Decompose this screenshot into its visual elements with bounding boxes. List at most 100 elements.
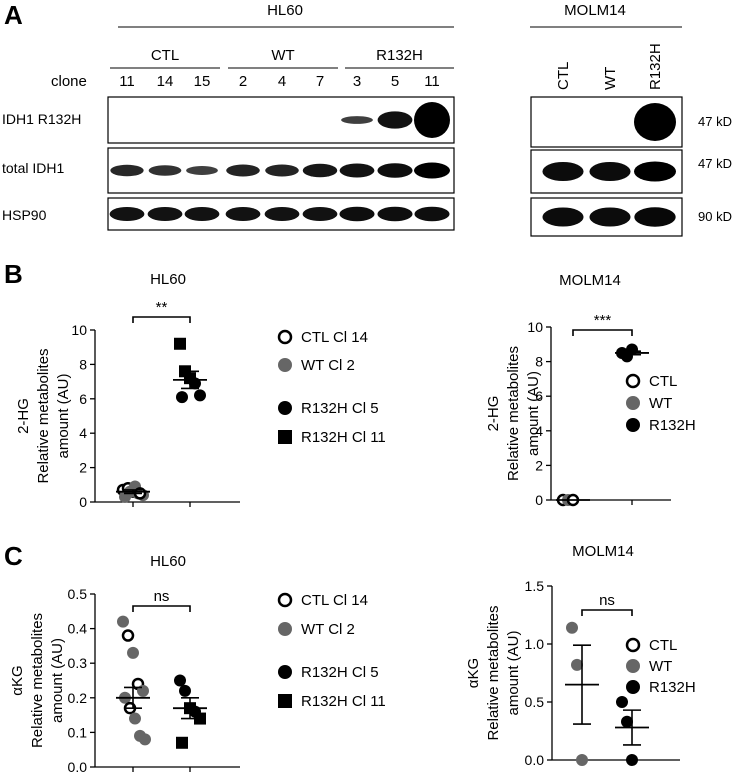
clone-number: 2 (239, 73, 247, 90)
data-point-filled (278, 665, 292, 679)
molm14-blot-title: MOLM14 (564, 2, 626, 19)
data-point-open (625, 637, 641, 653)
molm14-band (542, 161, 584, 182)
western-blot: HL60 MOLM14 CTL WT R132H clone 11 14 15 2 4 7 3 5 11 ID… (2, 2, 732, 237)
legend-label: R132H (649, 417, 696, 434)
clone-number: 5 (391, 73, 399, 90)
significance-bracket (132, 316, 191, 323)
hl60-band (341, 116, 373, 124)
y-tick-label: 0.4 (68, 621, 88, 637)
y-axis-label: 2-HG (15, 398, 32, 434)
data-point-gray (117, 615, 129, 628)
hl60-band (226, 164, 260, 177)
y-tick-label: 0 (535, 492, 543, 508)
chart-2hg-molm14: MOLM14 2-HG Relative metabolites amount (AU… (485, 272, 696, 508)
chart-2hg-hl60: HL60 2-HG Relative metabolites amount (AU) 0… (15, 271, 386, 510)
hl60-band (302, 207, 338, 221)
legend-label: CTL (649, 637, 677, 654)
hl60-band (184, 207, 220, 221)
data-point-filled (626, 418, 640, 432)
data-point-gray (127, 646, 139, 659)
hl60-band (265, 164, 299, 177)
molm14-band (542, 207, 584, 227)
data-point-gray (571, 658, 583, 671)
y-tick-label: 0.5 (68, 586, 88, 602)
panel-letter-b: B (4, 259, 23, 289)
legend-label: R132H (649, 679, 696, 696)
data-point-filled (174, 674, 186, 687)
data-point-square (278, 694, 292, 708)
molm14-lane-label: WT (602, 67, 619, 90)
molm14-lane-label: R132H (647, 43, 664, 90)
data-point-gray (626, 659, 640, 673)
data-point-gray (278, 358, 292, 372)
y-tick-label: 1.0 (525, 636, 545, 652)
molm14-band (634, 207, 676, 227)
y-axis-label: amount (AU) (55, 373, 72, 458)
clone-number: 14 (157, 73, 174, 90)
hl60-band (414, 162, 450, 179)
hl60-band (148, 165, 182, 176)
hl60-group-label: CTL (151, 47, 179, 64)
hl60-group-label: WT (271, 47, 294, 64)
hl60-band (339, 206, 375, 222)
legend-label: R132H Cl 5 (301, 400, 379, 417)
hl60-band (302, 163, 338, 178)
panel-letter-a: A (4, 0, 23, 30)
legend-label: WT (649, 658, 672, 675)
data-point-gray (129, 712, 141, 725)
y-tick-label: 0.0 (525, 752, 545, 768)
clone-number: 11 (119, 73, 135, 90)
kd-label: 47 kD (698, 156, 732, 171)
clone-number: 11 (424, 73, 440, 90)
y-tick-label: 8 (79, 356, 87, 372)
y-tick-label: 2 (535, 457, 543, 473)
hl60-band (147, 207, 183, 221)
data-point-filled (194, 389, 206, 402)
blot-row-label: IDH1 R132H (2, 111, 81, 127)
y-axis-label: αKG (9, 665, 26, 695)
legend-label: R132H Cl 11 (301, 693, 386, 710)
data-point-open (625, 373, 641, 389)
y-tick-label: 4 (79, 425, 87, 441)
significance-bracket (581, 609, 633, 616)
molm14-band (634, 161, 676, 182)
y-tick-label: 0.5 (525, 694, 545, 710)
y-tick-label: 10 (527, 319, 543, 335)
y-axis-label: αKG (465, 658, 482, 688)
hl60-band (339, 163, 375, 178)
chart-title: HL60 (150, 271, 186, 288)
hl60-band (414, 102, 450, 138)
hl60-band (414, 206, 450, 222)
clone-number: 3 (353, 73, 361, 90)
clone-label: clone (51, 73, 87, 90)
y-axis-label: Relative metabolites (505, 346, 522, 481)
clone-number: 7 (316, 73, 324, 90)
data-point-filled (278, 401, 292, 415)
data-point-gray (278, 622, 292, 636)
legend-label: WT Cl 2 (301, 357, 355, 374)
data-point-square (278, 430, 292, 444)
hl60-band (264, 207, 300, 221)
chart-title: MOLM14 (559, 272, 621, 289)
y-tick-label: 6 (79, 391, 87, 407)
panel-letter-c: C (4, 541, 23, 571)
y-tick-label: 0 (79, 494, 87, 510)
data-point-gray (139, 733, 151, 746)
significance-bracket (572, 329, 633, 336)
y-tick-label: 8 (535, 354, 543, 370)
legend-label: WT (649, 395, 672, 412)
legend-label: CTL (649, 373, 677, 390)
y-tick-label: 4 (535, 423, 543, 439)
data-point-filled (179, 684, 191, 697)
data-point-gray (566, 621, 578, 634)
y-axis-label: Relative metabolites (29, 613, 46, 748)
y-axis-label: Relative metabolites (35, 348, 52, 483)
y-tick-label: 6 (535, 388, 543, 404)
data-point-square (174, 337, 186, 350)
hl60-band (110, 164, 144, 177)
legend-label: CTL Cl 14 (301, 329, 368, 346)
significance-label: ns (599, 592, 615, 609)
legend-label: R132H Cl 11 (301, 429, 386, 446)
